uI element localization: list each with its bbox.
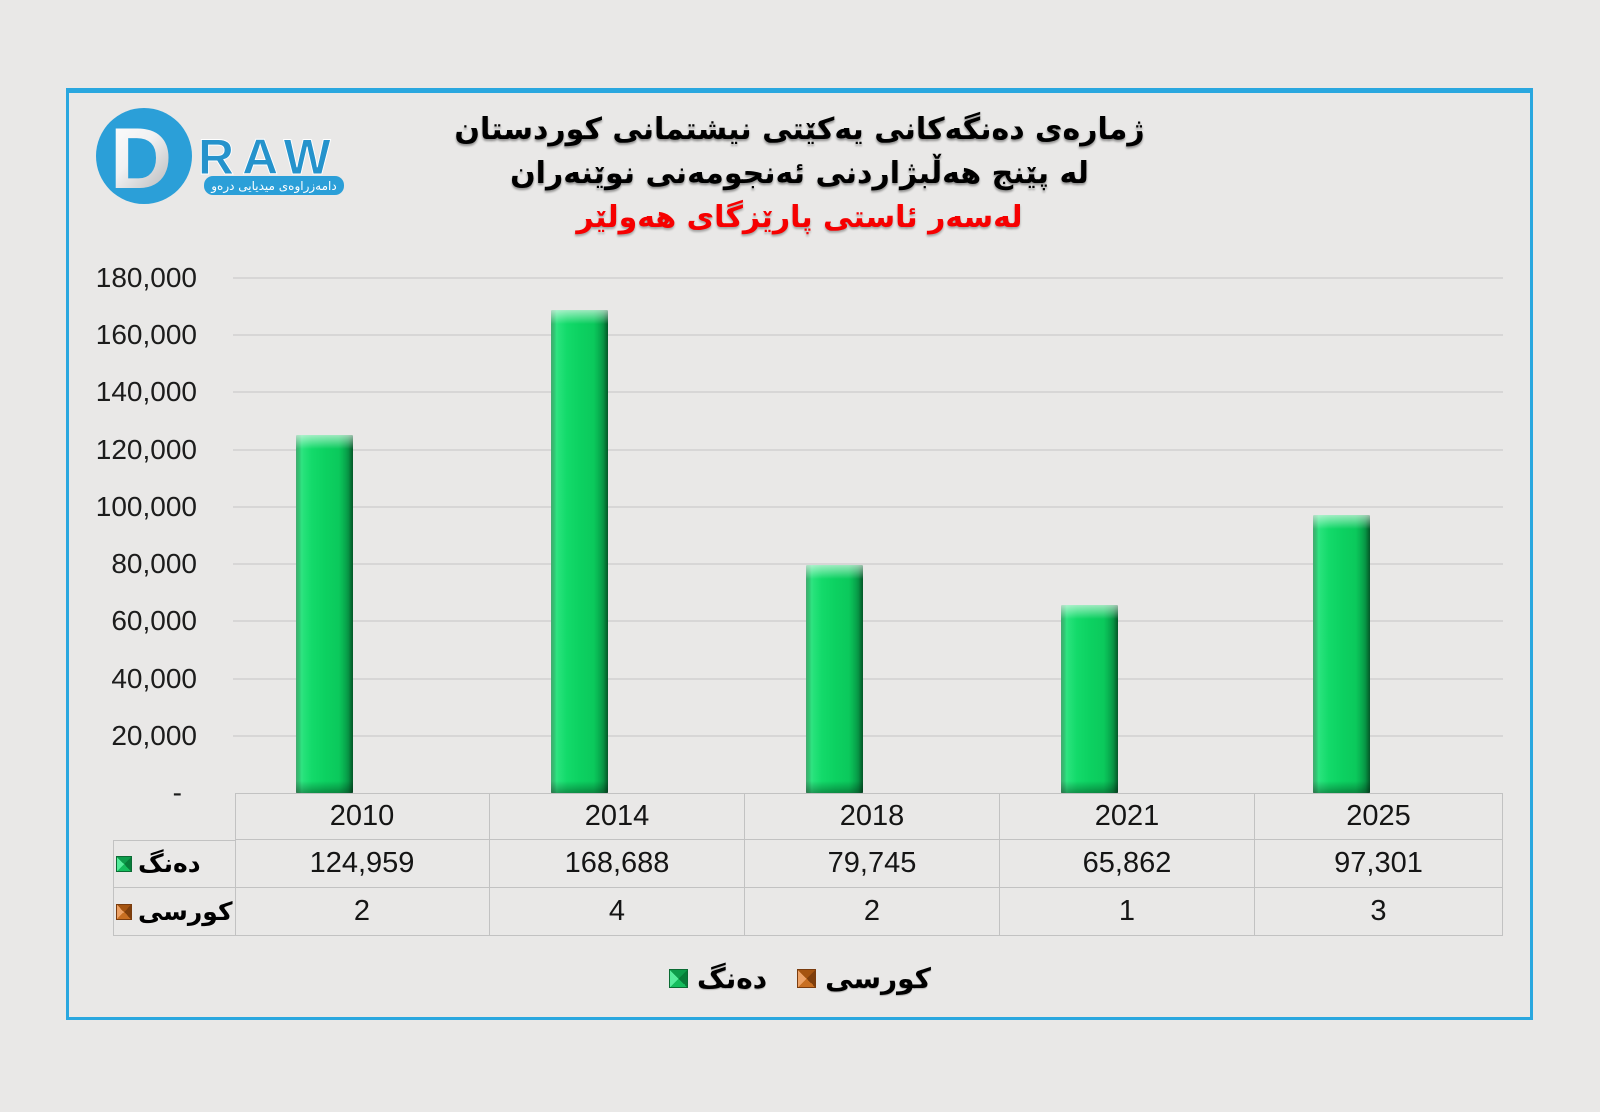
gridline xyxy=(233,277,1503,279)
votes-cell-2018: 79,745 xyxy=(745,840,1000,888)
year-cell-2010: 2010 xyxy=(235,793,490,840)
rowheader-left-line xyxy=(113,840,114,936)
y-tick-label: 140,000 xyxy=(95,376,197,408)
gridline xyxy=(233,334,1503,337)
chart-title-line-2: لە پێنج هەڵبژاردنی ئەنجومەنی نوێنەران xyxy=(510,156,1089,191)
y-tick-label: 100,000 xyxy=(95,490,197,522)
seats-cell-2021: 1 xyxy=(1000,888,1255,936)
table-top-line xyxy=(235,793,1503,794)
bar-2010 xyxy=(296,435,353,793)
series-name-label: دەنگ xyxy=(138,849,201,878)
logo-raw: RAW xyxy=(198,129,339,185)
table-left-line xyxy=(235,793,236,936)
bar-2018 xyxy=(806,564,863,794)
gridline xyxy=(233,505,1503,508)
y-tick-label: 180,000 xyxy=(95,262,197,293)
y-tick-label: - xyxy=(172,777,182,808)
y-tick-label: 80,000 xyxy=(111,548,197,580)
votes-series-swatch-icon xyxy=(116,855,132,872)
legend-label: کورسی xyxy=(825,961,931,995)
seats-cell-2018: 2 xyxy=(745,888,1000,936)
chart-legend: دەنگ کورسی xyxy=(0,958,1600,998)
logo-d: D xyxy=(110,111,172,207)
logo-circle xyxy=(96,108,192,204)
votes-cell-2014: 168,688 xyxy=(490,840,745,888)
seats-cell-2014: 4 xyxy=(490,888,745,936)
legend-label: دەنگ xyxy=(697,961,768,995)
chart-title-line-1: ژمارەی دەنگەکانی یەکێتی نیشتمانی کوردستا… xyxy=(454,112,1145,147)
seats-series-swatch-icon xyxy=(116,903,132,920)
y-tick-label: 160,000 xyxy=(95,319,197,351)
bar-2014 xyxy=(551,310,608,793)
rowheader-top-line xyxy=(113,840,235,841)
year-cell-2014: 2014 xyxy=(490,793,745,840)
gridline xyxy=(233,677,1503,680)
bar-2021 xyxy=(1061,604,1118,794)
votes-cell-2025: 97,301 xyxy=(1255,840,1503,888)
bar-2025 xyxy=(1312,514,1370,794)
gridline xyxy=(233,734,1503,737)
year-cell-2021: 2021 xyxy=(1000,793,1255,840)
y-tick-label: 20,000 xyxy=(111,719,197,751)
chart-subtitle-red: لەسەر ئاستی پارێزگای هەولێر xyxy=(576,200,1023,235)
legend-green-swatch-icon xyxy=(669,968,689,988)
logo-tagline: دامەزراوەی میدیایی درەو xyxy=(210,179,336,194)
y-tick-label: 120,000 xyxy=(95,433,197,465)
legend-item-votes: دەنگ xyxy=(669,962,767,995)
votes-cell-2010: 124,959 xyxy=(235,840,490,888)
votes-cell-2021: 65,862 xyxy=(1000,840,1255,888)
logo-tagline-band xyxy=(204,176,344,195)
gridline xyxy=(233,448,1503,451)
votes-row-label: دەنگ xyxy=(113,840,235,888)
year-cell-2025: 2025 xyxy=(1255,793,1503,840)
seats-cell-2025: 3 xyxy=(1255,888,1503,936)
year-cell-2018: 2018 xyxy=(745,793,1000,840)
legend-orange-swatch-icon xyxy=(797,968,817,988)
seats-row-label: کورسی xyxy=(113,888,235,936)
gridline xyxy=(233,391,1503,394)
y-tick-label: 60,000 xyxy=(111,605,197,637)
seats-cell-2010: 2 xyxy=(235,888,490,936)
chart-panel-frame xyxy=(66,88,1533,1020)
legend-item-seats: کورسی xyxy=(797,962,931,995)
y-tick-label: 40,000 xyxy=(111,662,197,694)
chart-titles: ژمارەی دەنگەکانی یەکێتی نیشتمانی کوردستا… xyxy=(66,108,1533,240)
draw-media-logo: D RAW دامەزراوەی میدیایی درەو xyxy=(96,108,344,207)
gridline xyxy=(233,563,1503,566)
gridline xyxy=(233,620,1503,623)
series-name-label: کورسی xyxy=(138,897,233,926)
